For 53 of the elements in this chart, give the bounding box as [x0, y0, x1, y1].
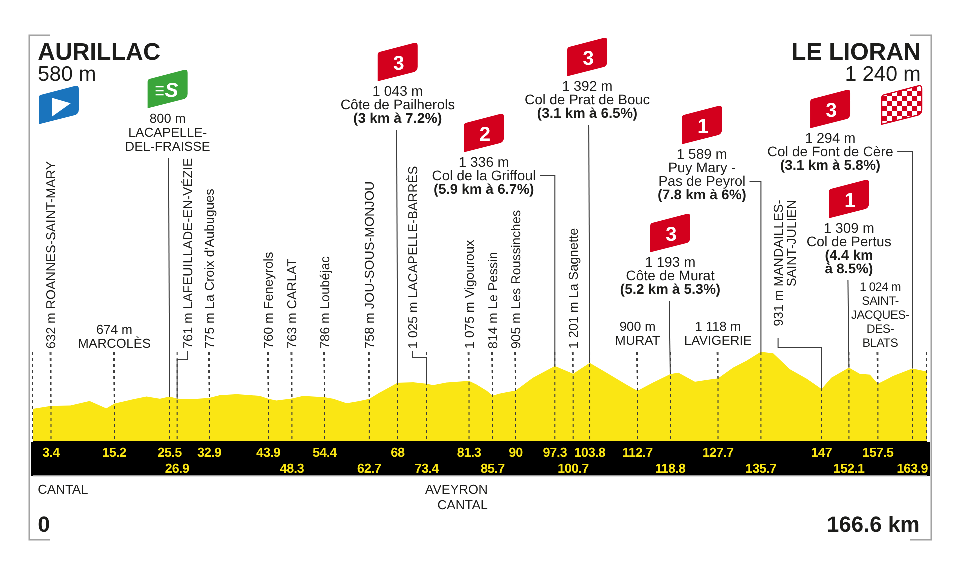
- annotation: 3 1 043 m Côte de Pailherols (3 km à 7.2%): [340, 53, 456, 126]
- annotation: 758 m JOU-SOUS-MONJOU: [362, 181, 377, 349]
- annotation: 763 m CARLAT: [284, 258, 300, 349]
- annotation: 674 m MARCOLÈS: [78, 322, 152, 351]
- x-tick-label: 97.3: [543, 445, 568, 460]
- annotation: 1 075 m Vigouroux: [462, 240, 477, 349]
- x-tick-label: 43.9: [256, 445, 281, 460]
- annotation: 3 1 193 m Côte de Murat (5.2 km à 5.3%): [620, 224, 721, 297]
- annotation: 1 201 m La Sagnette: [566, 228, 581, 349]
- x-tick-label: 68: [390, 445, 405, 460]
- annotation: 3 1 392 m Col de Prat de Bouc (3.1 km à 6.5%): [524, 48, 650, 121]
- x-tick-label: 103.8: [574, 445, 606, 460]
- x-tick-label: 147: [811, 445, 832, 460]
- x2-tick-label: 135.7: [746, 461, 777, 476]
- text: AVEYRON CANTAL: [425, 482, 488, 512]
- x-tick-label: 90: [509, 445, 523, 460]
- annotation: 775 m La Croix d'Aubugues: [202, 188, 218, 349]
- annotation: 1 1 309 m Col de Pertus (4.4 km à 8.5%): [806, 190, 892, 276]
- annotation: 761 m LAFEUILLADE-EN-VÉZIE: [180, 158, 196, 349]
- annotation: 931 m MANDAILLES- SAINT-JULIEN: [770, 200, 799, 326]
- annotation: 760 m Feneyrols: [261, 252, 276, 349]
- annotation: 632 m ROANNES-SAINT-MARY: [44, 161, 59, 349]
- x2-tick-label: 26.9: [165, 461, 190, 476]
- text: 166.6 km: [827, 512, 920, 537]
- annotation: 814 m Le Pessin: [485, 252, 500, 349]
- annotation: 3 1 294 m Col de Font de Cère (3.1 km à 5.8%): [767, 100, 894, 173]
- x-tick-label: 127.7: [702, 445, 734, 460]
- x2-tick-label: 48.3: [280, 461, 304, 476]
- annotation: 786 m Loubéjac: [317, 256, 332, 349]
- annotation: 1 1 589 m Puy Mary - Pas de Peyrol (7.8 km à 6%): [658, 116, 747, 202]
- annotation: 1 024 m SAINT- JACQUES- DES- BLATS: [851, 280, 910, 350]
- text: LE LIORAN 1 240 m: [792, 39, 921, 86]
- x-tick-label: 54.4: [312, 445, 338, 460]
- annotation: 905 m Les Roussinches: [508, 210, 524, 349]
- annotation: 1 025 m LACAPELLE-BARRÈS: [405, 166, 420, 349]
- x-tick-label: 112.7: [622, 445, 653, 460]
- x2-tick-label: 73.4: [414, 461, 440, 476]
- annotation: 1 118 m LAVIGERIE: [684, 319, 752, 348]
- x2-tick-label: 118.8: [655, 461, 686, 476]
- x-tick-label: 81.3: [457, 445, 482, 460]
- x-tick-label: 157.5: [862, 445, 894, 460]
- text: CANTAL: [38, 482, 88, 497]
- text: 0: [38, 512, 50, 537]
- x2-tick-label: 163.9: [896, 461, 928, 476]
- x2-tick-label: 62.7: [357, 461, 382, 476]
- annotation: 900 m MURAT: [615, 319, 660, 348]
- x-tick-label: 32.9: [197, 445, 222, 460]
- x-tick-label: 25.5: [158, 445, 182, 460]
- x2-tick-label: 152.1: [834, 461, 865, 476]
- x-tick-label: 3.4: [42, 445, 61, 460]
- x2-tick-label: 85.7: [480, 461, 505, 476]
- x2-tick-label: 100.7: [558, 461, 589, 476]
- x-tick-label: 15.2: [102, 445, 127, 460]
